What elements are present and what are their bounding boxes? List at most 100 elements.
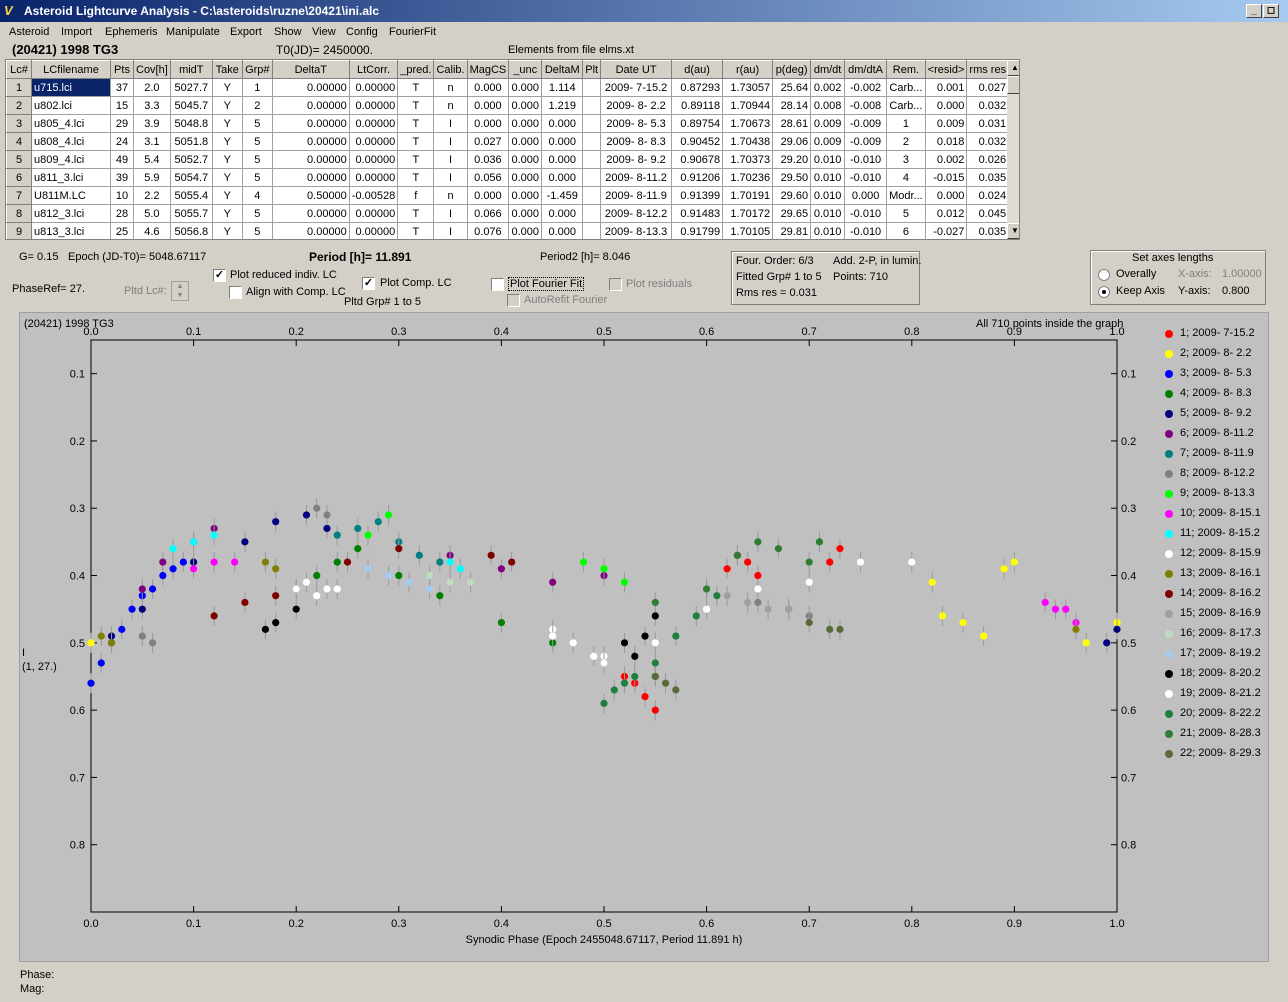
table-cell[interactable]: 7 bbox=[6, 186, 32, 205]
table-cell[interactable]: 0.012 bbox=[924, 204, 968, 223]
table-cell[interactable]: 0.010 bbox=[810, 186, 846, 205]
column-header[interactable]: DeltaT bbox=[271, 60, 350, 79]
scroll-thumb[interactable] bbox=[1007, 76, 1019, 94]
table-cell[interactable]: u805_4.lci bbox=[31, 114, 111, 133]
table-cell[interactable]: 0.010 bbox=[810, 168, 846, 187]
scroll-up-icon[interactable]: ▲ bbox=[1007, 60, 1019, 76]
table-cell[interactable]: 0.00000 bbox=[271, 168, 350, 187]
menu-export[interactable]: Export bbox=[230, 26, 262, 38]
column-header[interactable]: Calib. bbox=[433, 60, 468, 79]
table-cell[interactable]: 5048.8 bbox=[169, 114, 213, 133]
table-cell[interactable]: 0.002 bbox=[810, 78, 846, 97]
table-cell[interactable]: 0.009 bbox=[810, 114, 846, 133]
table-cell[interactable]: 1.70373 bbox=[722, 150, 774, 169]
table-cell[interactable]: Y bbox=[211, 150, 243, 169]
menu-import[interactable]: Import bbox=[61, 26, 93, 38]
table-cell[interactable]: 2009- 8- 5.3 bbox=[600, 114, 673, 133]
table-cell[interactable]: 2009- 7-15.2 bbox=[600, 78, 673, 97]
table-cell[interactable]: 0.00000 bbox=[271, 204, 350, 223]
table-cell[interactable]: 0.027 bbox=[966, 78, 1010, 97]
table-cell[interactable]: 0.000 bbox=[541, 114, 584, 133]
table-cell[interactable]: 37 bbox=[110, 78, 134, 97]
table-cell[interactable] bbox=[582, 96, 602, 115]
table-cell[interactable]: 5 bbox=[241, 132, 273, 151]
menu-ephemeris[interactable]: Ephemeris bbox=[105, 26, 158, 38]
table-cell[interactable]: 5027.7 bbox=[169, 78, 213, 97]
overally-radio[interactable] bbox=[1098, 269, 1110, 281]
column-header[interactable]: dm/dtA bbox=[844, 60, 888, 79]
table-cell[interactable]: Y bbox=[211, 78, 243, 97]
table-cell[interactable]: 2009- 8- 9.2 bbox=[600, 150, 673, 169]
table-cell[interactable]: u811_3.lci bbox=[31, 168, 111, 187]
table-cell[interactable]: 0.076 bbox=[466, 222, 510, 239]
table-cell[interactable]: n bbox=[433, 186, 468, 205]
table-row[interactable]: 3 u805_4.lci 29 3.9 5048.8 Y 5 0.00000 0.00000 T I… bbox=[6, 114, 1010, 133]
table-cell[interactable]: -1.459 bbox=[541, 186, 584, 205]
table-cell[interactable]: 25 bbox=[110, 222, 134, 239]
table-cell[interactable]: 0.91399 bbox=[671, 186, 724, 205]
table-cell[interactable]: 1.70172 bbox=[722, 204, 774, 223]
table-cell[interactable] bbox=[582, 186, 602, 205]
table-cell[interactable]: 6 bbox=[6, 168, 32, 187]
table-cell[interactable]: 5045.7 bbox=[169, 96, 213, 115]
table-cell[interactable]: 25.64 bbox=[772, 78, 812, 97]
table-cell[interactable]: 0.50000 bbox=[271, 186, 350, 205]
table-cell[interactable]: 0.00000 bbox=[271, 96, 350, 115]
table-row[interactable]: 7 U811M.LC 10 2.2 5055.4 Y 4 0.50000 -0.00528 f n 0… bbox=[6, 186, 1010, 205]
table-cell[interactable]: 2009- 8- 2.2 bbox=[600, 96, 673, 115]
table-cell[interactable]: 2 bbox=[6, 96, 32, 115]
table-cell[interactable] bbox=[582, 132, 602, 151]
table-cell[interactable]: 0.045 bbox=[966, 204, 1010, 223]
table-cell[interactable]: -0.027 bbox=[924, 222, 968, 239]
table-cell[interactable]: 0.00000 bbox=[348, 132, 399, 151]
table-cell[interactable]: 5 bbox=[241, 222, 273, 239]
table-cell[interactable]: 1 bbox=[241, 78, 273, 97]
column-header[interactable]: p(deg) bbox=[772, 60, 812, 79]
table-cell[interactable]: -0.008 bbox=[844, 96, 888, 115]
table-cell[interactable]: 0.000 bbox=[508, 132, 543, 151]
table-cell[interactable]: 2.2 bbox=[133, 186, 171, 205]
table-cell[interactable]: 0.00000 bbox=[348, 150, 399, 169]
table-cell[interactable]: 5 bbox=[886, 204, 926, 223]
table-cell[interactable] bbox=[582, 114, 602, 133]
table-cell[interactable] bbox=[582, 204, 602, 223]
table-cell[interactable]: Y bbox=[211, 222, 243, 239]
column-header[interactable]: MagCS bbox=[466, 60, 510, 79]
table-cell[interactable]: 0.000 bbox=[508, 96, 543, 115]
keep-axis-radio[interactable] bbox=[1098, 286, 1110, 298]
period2-param[interactable]: Period2 [h]= 8.046 bbox=[540, 251, 631, 263]
table-cell[interactable]: 28.61 bbox=[772, 114, 812, 133]
plot-residuals-checkbox[interactable] bbox=[609, 278, 622, 291]
table-cell[interactable]: 3 bbox=[6, 114, 32, 133]
table-row[interactable]: 9 u813_3.lci 25 4.6 5056.8 Y 5 0.00000 0.00000 T I… bbox=[6, 222, 1010, 239]
table-cell[interactable]: -0.002 bbox=[844, 78, 888, 97]
table-cell[interactable]: 0.00000 bbox=[348, 168, 399, 187]
table-cell[interactable]: u813_3.lci bbox=[31, 222, 111, 239]
table-cell[interactable] bbox=[582, 168, 602, 187]
column-header[interactable]: _unc bbox=[508, 60, 543, 79]
table-cell[interactable]: Carb... bbox=[886, 78, 926, 97]
table-cell[interactable]: -0.009 bbox=[844, 114, 888, 133]
table-cell[interactable]: 4 bbox=[241, 186, 273, 205]
table-cell[interactable]: n bbox=[433, 78, 468, 97]
table-cell[interactable]: u812_3.lci bbox=[31, 204, 111, 223]
table-cell[interactable] bbox=[582, 222, 602, 239]
table-cell[interactable]: 0.90452 bbox=[671, 132, 724, 151]
table-row[interactable]: 4 u808_4.lci 24 3.1 5051.8 Y 5 0.00000 0.00000 T I… bbox=[6, 132, 1010, 151]
table-cell[interactable]: 0.000 bbox=[541, 222, 584, 239]
table-cell[interactable]: 29.65 bbox=[772, 204, 812, 223]
table-cell[interactable]: -0.015 bbox=[924, 168, 968, 187]
menu-show[interactable]: Show bbox=[274, 26, 302, 38]
table-cell[interactable]: 1.70191 bbox=[722, 186, 774, 205]
column-header[interactable]: <resid> bbox=[924, 60, 968, 79]
column-header[interactable]: d(au) bbox=[671, 60, 724, 79]
period-param[interactable]: Period [h]= 11.891 bbox=[309, 250, 412, 264]
table-cell[interactable]: 0.87293 bbox=[671, 78, 724, 97]
table-cell[interactable]: 29.81 bbox=[772, 222, 812, 239]
plot-fourier-checkbox[interactable] bbox=[491, 278, 504, 291]
autorefit-checkbox[interactable] bbox=[507, 294, 520, 307]
table-cell[interactable]: n bbox=[433, 96, 468, 115]
lightcurve-table[interactable]: Lc# LCfilename Pts Cov[h] midT Take Grp# DeltaT… bbox=[5, 59, 1020, 240]
column-header[interactable]: Take bbox=[211, 60, 243, 79]
table-cell[interactable]: 1.73057 bbox=[722, 78, 774, 97]
